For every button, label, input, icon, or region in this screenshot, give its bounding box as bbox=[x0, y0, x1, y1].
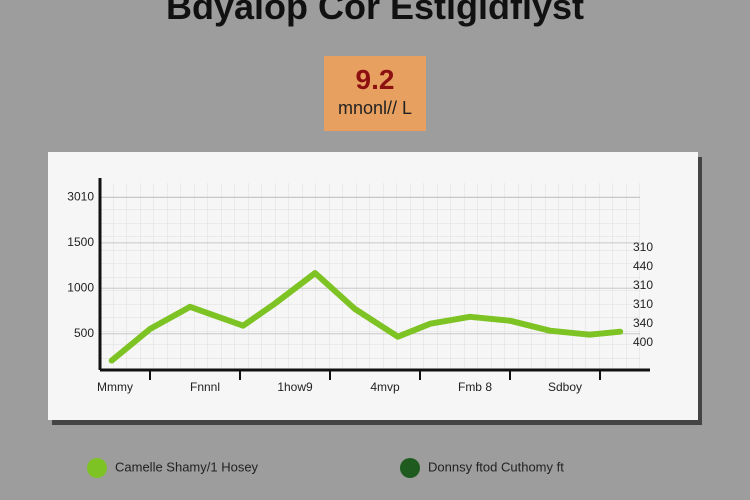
right-label: 310 bbox=[633, 240, 653, 254]
badge-unit: mnonl// L bbox=[337, 98, 413, 118]
x-tick-label: 1how9 bbox=[277, 380, 313, 394]
right-label: 400 bbox=[633, 335, 653, 349]
y-tick-label: 1000 bbox=[67, 280, 94, 294]
right-label: 440 bbox=[633, 259, 653, 273]
legend-swatch bbox=[87, 458, 107, 478]
badge-value: 9.2 bbox=[355, 64, 395, 95]
value-badge: 9.2 mnonl// L bbox=[324, 56, 426, 131]
line bbox=[108, 270, 624, 364]
right-label: 340 bbox=[633, 316, 653, 330]
legend-label: Donnsy ftod Cuthomy ft bbox=[428, 459, 564, 475]
legend-label: Camelle Shamy/1 Hosey bbox=[115, 459, 259, 475]
legend-item: Camelle Shamy/1 Hosey bbox=[87, 458, 258, 478]
y-tick-label: 3010 bbox=[67, 190, 94, 204]
grid-background bbox=[100, 183, 640, 370]
title: Bdyalop Cor Estigldflyst bbox=[165, 0, 585, 27]
right-label: 310 bbox=[633, 278, 653, 292]
legend-item: Donnsy ftod Cuthomy ft bbox=[400, 458, 564, 478]
x-tick-label: 4mvp bbox=[370, 380, 400, 394]
y-tick-label: 500 bbox=[74, 326, 94, 340]
legend-swatch bbox=[400, 458, 420, 478]
right-label: 310 bbox=[633, 297, 653, 311]
x-tick-label: Fmb 8 bbox=[458, 380, 492, 394]
y-tick-label: 1500 bbox=[67, 235, 94, 249]
x-tick-label: Mmmy bbox=[97, 380, 133, 394]
x-tick-label: Sdboy bbox=[548, 380, 582, 394]
x-tick-label: Fnnnl bbox=[190, 380, 220, 394]
